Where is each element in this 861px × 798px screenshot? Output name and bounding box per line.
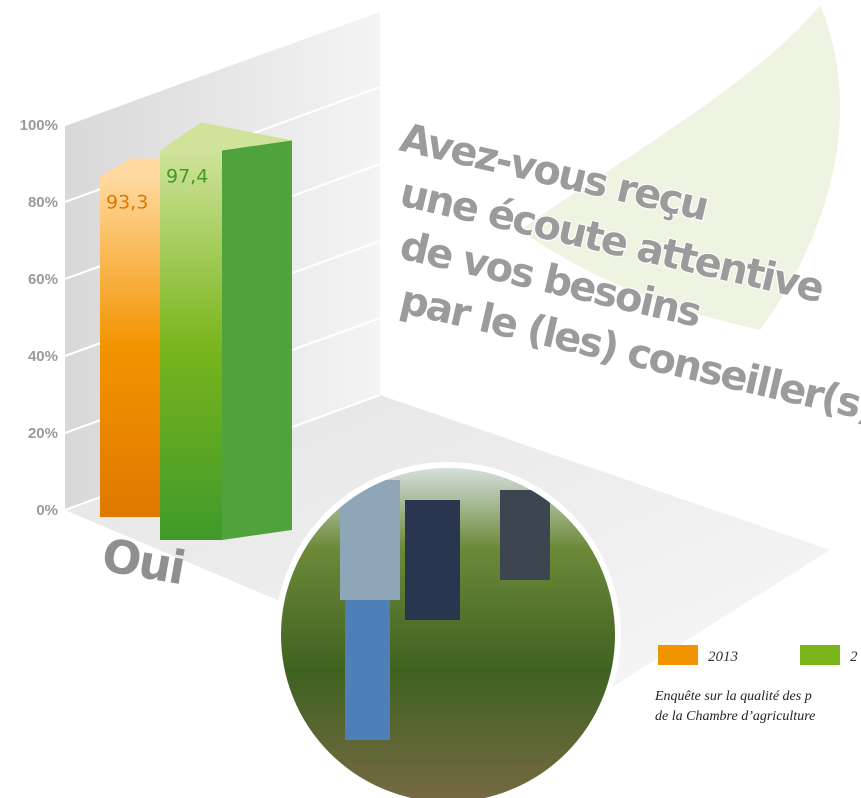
y-tick-label: 60%: [28, 271, 58, 288]
chart: 0%20%40%60%80%100% Avez-vous reçuune éco…: [0, 0, 861, 798]
y-tick-label: 20%: [28, 425, 58, 442]
y-tick-label: 0%: [36, 502, 58, 519]
y-tick-label: 80%: [28, 194, 58, 211]
y-tick-label: 100%: [20, 117, 58, 134]
bar: [160, 150, 222, 540]
note: de la Chambre d’agriculture: [655, 709, 815, 724]
legend-label: 2: [850, 649, 858, 665]
value-label: 93,3: [106, 191, 148, 213]
person: [405, 500, 460, 620]
legend-swatch: [658, 645, 698, 665]
value-label: 97,4: [166, 165, 208, 187]
y-tick-label: 40%: [28, 348, 58, 365]
bar: [100, 176, 160, 517]
person: [345, 600, 390, 740]
note: Enquête sur la qualité des p: [654, 689, 812, 704]
legend-label: 2013: [708, 649, 738, 665]
legend-swatch: [800, 645, 840, 665]
bar-side: [222, 140, 292, 540]
person: [500, 490, 550, 580]
